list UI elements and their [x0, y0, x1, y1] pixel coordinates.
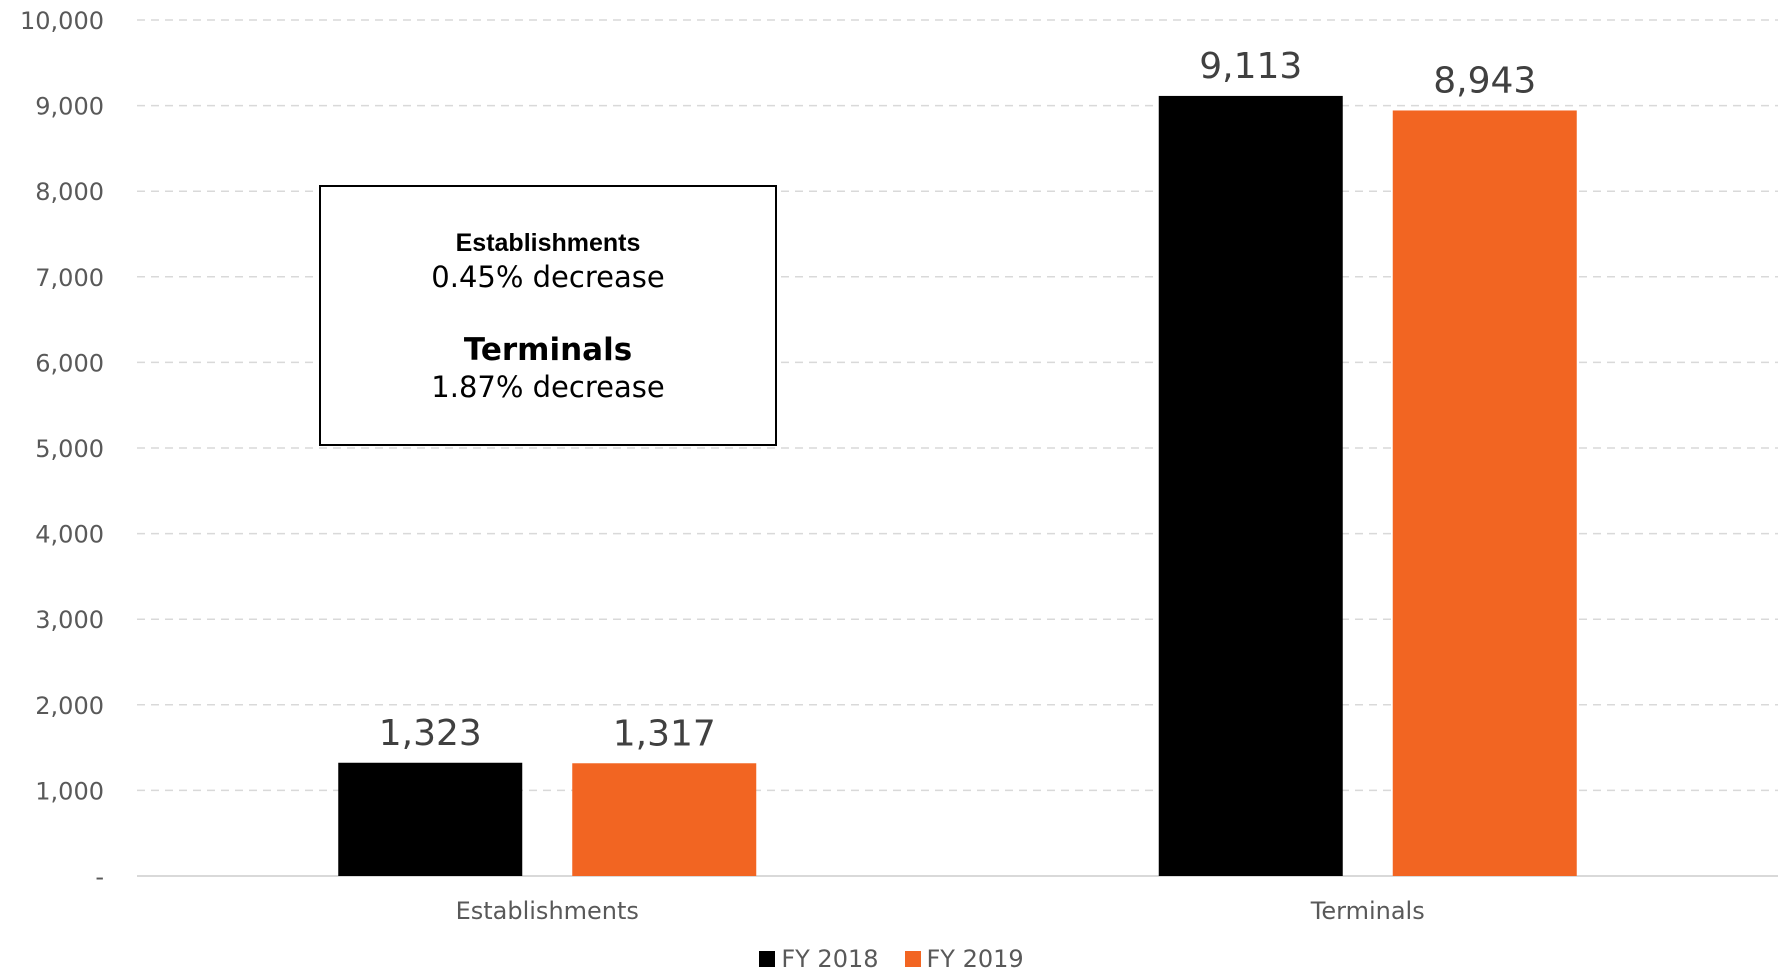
y-tick-label: 2,000	[35, 692, 104, 720]
data-label: 8,943	[1433, 60, 1536, 101]
legend-item-fy2019: FY 2019	[904, 945, 1024, 973]
y-tick-label: 10,000	[20, 7, 104, 35]
bar-fy-2019-establishments	[572, 763, 757, 876]
y-tick-label: 5,000	[35, 435, 104, 463]
bar-fy-2018-establishments	[338, 762, 523, 876]
legend-item-fy2018: FY 2018	[759, 945, 879, 973]
annotation-establishments-text: 0.45% decrease	[431, 260, 665, 294]
data-label: 1,323	[379, 713, 482, 754]
legend-label-fy2019: FY 2019	[926, 945, 1024, 973]
bar-fy-2019-terminals	[1392, 110, 1577, 877]
y-tick-label: 6,000	[35, 349, 104, 377]
y-tick-label: -	[95, 863, 104, 891]
y-tick-label: 7,000	[35, 264, 104, 292]
annotation-box: Establishments 0.45% decrease Terminals …	[319, 185, 777, 446]
legend-label-fy2018: FY 2018	[781, 945, 879, 973]
annotation-terminals-heading: Terminals	[463, 332, 633, 368]
legend: FY 2018 FY 2019	[0, 945, 1783, 973]
legend-swatch-fy2019	[904, 951, 921, 967]
data-label: 9,113	[1199, 46, 1302, 87]
y-tick-label: 8,000	[35, 178, 104, 206]
legend-swatch-fy2018	[759, 951, 776, 967]
data-label: 1,317	[613, 713, 716, 754]
annotation-terminals-text: 1.87% decrease	[431, 370, 665, 404]
bar-chart: - 1,000 2,000 3,000 4,000 5,000 6,000 7,000 8,00…	[20, 7, 1778, 925]
x-category-label: Establishments	[456, 897, 639, 925]
x-category-label: Terminals	[1310, 897, 1425, 925]
annotation-establishments-heading: Establishments	[455, 229, 641, 257]
y-tick-label: 1,000	[35, 777, 104, 805]
y-tick-label: 4,000	[35, 521, 104, 549]
bar-fy-2018-terminals	[1158, 95, 1343, 877]
y-tick-label: 3,000	[35, 606, 104, 634]
y-tick-label: 9,000	[35, 93, 104, 121]
